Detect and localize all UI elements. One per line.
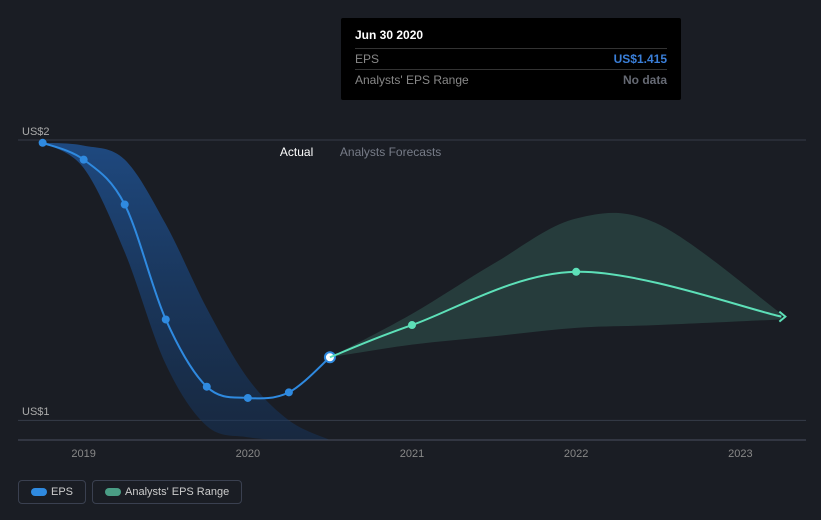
legend-label: Analysts' EPS Range (125, 486, 229, 498)
tooltip-row-label: EPS (355, 52, 379, 66)
legend-label: EPS (51, 486, 73, 498)
eps-chart: Jun 30 2020 EPS US$1.415 Analysts' EPS Ran… (0, 0, 821, 520)
legend-swatch-icon (105, 488, 119, 496)
x-axis-label: 2022 (564, 448, 588, 460)
x-axis-label: 2019 (71, 448, 95, 460)
tooltip-row: EPS US$1.415 (355, 48, 667, 69)
tooltip-date: Jun 30 2020 (355, 28, 667, 42)
chart-tooltip: Jun 30 2020 EPS US$1.415 Analysts' EPS Ran… (341, 18, 681, 100)
chart-legend: EPS Analysts' EPS Range (18, 480, 242, 504)
tooltip-row-label: Analysts' EPS Range (355, 73, 469, 87)
x-axis-label: 2021 (400, 448, 424, 460)
legend-item[interactable]: Analysts' EPS Range (92, 480, 242, 504)
legend-item[interactable]: EPS (18, 480, 86, 504)
legend-swatch-icon (31, 488, 45, 496)
x-axis-label: 2023 (728, 448, 752, 460)
tooltip-row-value: No data (623, 73, 667, 87)
x-axis-label: 2020 (236, 448, 260, 460)
tooltip-row: Analysts' EPS Range No data (355, 69, 667, 90)
tooltip-row-value: US$1.415 (614, 52, 667, 66)
